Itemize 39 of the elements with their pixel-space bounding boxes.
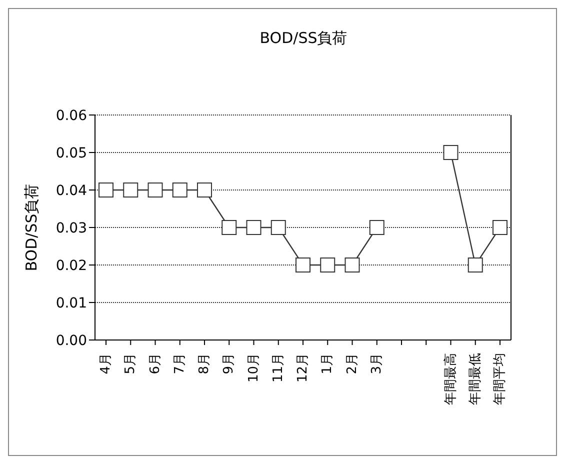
point [492, 220, 508, 235]
x-tick-label: 11月 [270, 353, 286, 383]
point [369, 220, 384, 235]
point [148, 182, 163, 198]
y-tick-label: 0.02 [56, 258, 87, 274]
point [296, 258, 310, 272]
x-tick-label: 年間最低 [468, 353, 483, 405]
point [123, 182, 138, 198]
point [468, 258, 483, 272]
point [443, 145, 458, 160]
point [320, 258, 336, 272]
x-tick-label: 9月 [222, 353, 237, 374]
point [172, 182, 188, 198]
chart-title: BOD/SS負荷 [258, 29, 348, 48]
point [344, 258, 360, 272]
y-tick-label: 0.04 [56, 182, 88, 199]
x-tick-label: 8月 [197, 353, 212, 374]
y-axis-title: BOD/SS負荷 [22, 184, 40, 272]
x-tick-label: 年間平均 [492, 353, 508, 405]
point [98, 182, 114, 198]
x-tick-label: 1月 [320, 353, 336, 374]
point [197, 182, 212, 198]
y-tick-label: 0.06 [56, 108, 88, 124]
y-tick-label: 0.01 [56, 295, 87, 312]
y-tick-label: 0.03 [56, 220, 87, 236]
point [270, 220, 286, 235]
x-tick-label: 10月 [246, 353, 262, 383]
point [222, 220, 237, 235]
x-tick-label: 6月 [148, 353, 163, 374]
x-tick-label: 7月 [172, 353, 188, 374]
y-tick-label: 0.05 [56, 145, 87, 162]
x-tick-label: 3月 [369, 353, 384, 374]
x-tick-label: 年間最高 [442, 353, 458, 405]
x-tick-label: 4月 [98, 353, 114, 374]
y-tick-label: 0.00 [56, 332, 87, 349]
x-tick-label: 2月 [344, 353, 360, 374]
point [246, 220, 262, 235]
x-tick-label: 12月 [296, 353, 310, 383]
x-tick-label: 5月 [123, 353, 138, 374]
